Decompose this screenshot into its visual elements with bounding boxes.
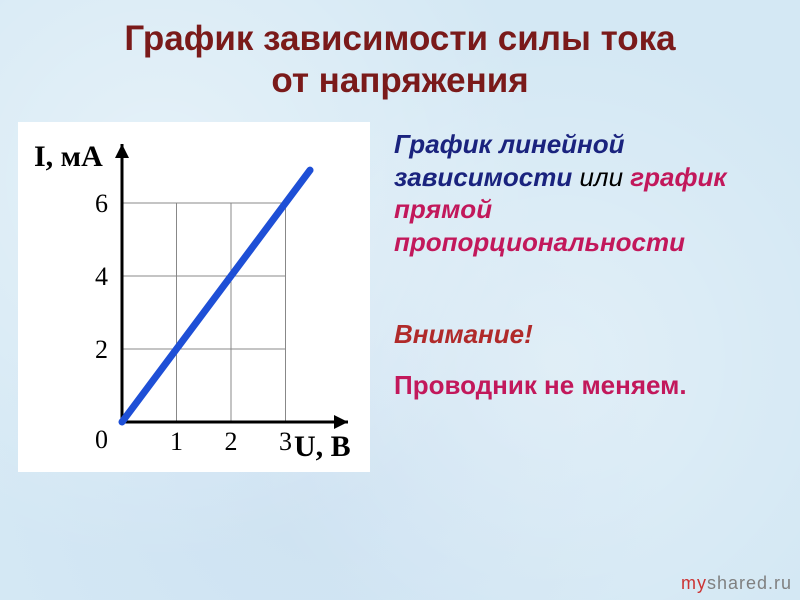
svg-text:U, В: U, В <box>294 430 351 463</box>
watermark-shared: shared.ru <box>707 573 792 593</box>
title-line1: График зависимости силы тока <box>124 19 675 58</box>
svg-text:3: 3 <box>279 427 292 456</box>
desc-plain: или <box>572 162 630 192</box>
watermark-my: my <box>681 573 707 593</box>
svg-text:2: 2 <box>225 427 238 456</box>
svg-text:1: 1 <box>170 427 183 456</box>
svg-text:I, мА: I, мА <box>34 140 103 173</box>
svg-text:2: 2 <box>95 335 108 364</box>
side-text: График линейной зависимости или график п… <box>370 122 772 405</box>
note-line: Проводник не меняем. <box>394 369 772 402</box>
chart-panel: 1 2 3 2 4 6 0 I, мА U, В <box>18 122 370 472</box>
chart-svg: 1 2 3 2 4 6 0 I, мА U, В <box>18 122 370 472</box>
watermark: myshared.ru <box>681 573 792 594</box>
svg-text:0: 0 <box>95 425 108 454</box>
svg-text:6: 6 <box>95 189 108 218</box>
attention-line: Внимание! <box>394 318 772 351</box>
description-line: График линейной зависимости или график п… <box>394 128 772 258</box>
slide-title: График зависимости силы тока от напряжен… <box>0 0 800 102</box>
title-line2: от напряжения <box>271 61 528 100</box>
svg-text:4: 4 <box>95 262 108 291</box>
content-row: 1 2 3 2 4 6 0 I, мА U, В График линейной зависим… <box>0 102 800 472</box>
